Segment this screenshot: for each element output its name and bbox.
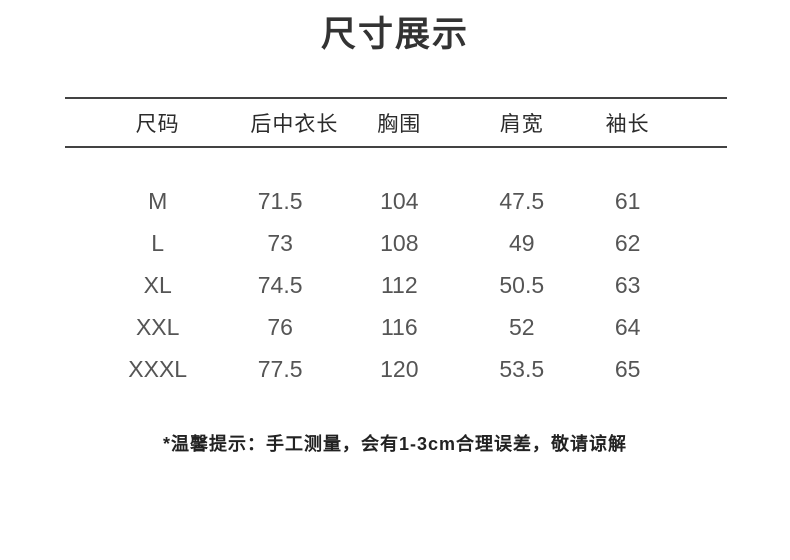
page-title: 尺寸展示 <box>320 15 469 54</box>
value-cell: 62 <box>614 230 641 256</box>
header-cell-chest: 胸围 <box>377 112 422 136</box>
value-cell: 53.5 <box>499 356 545 382</box>
value-cell: 108 <box>380 230 419 256</box>
measurement-note: *温馨提示：手工测量，会有1-3cm合理误差，敬请谅解 <box>162 434 628 454</box>
value-cell: 50.5 <box>499 272 545 298</box>
header-cell-size: 尺码 <box>135 112 180 136</box>
size-cell: M <box>148 188 168 214</box>
value-cell: 71.5 <box>257 188 303 214</box>
table-header-row: 尺码 后中衣长 胸围 肩宽 袖长 <box>65 97 727 148</box>
size-chart-panel: 尺寸展示 尺码 后中衣长 胸围 肩宽 袖长 M 71.5 104 47.5 61… <box>0 14 790 560</box>
value-cell: 76 <box>267 314 293 340</box>
value-cell: 47.5 <box>499 188 545 214</box>
header-cell-shoulder-width: 肩宽 <box>499 112 544 136</box>
value-cell: 49 <box>508 230 535 256</box>
size-cell: XXL <box>135 314 180 340</box>
value-cell: 74.5 <box>257 272 303 298</box>
table-row-xxl: XXL 76 116 52 64 <box>65 306 727 348</box>
size-cell: XL <box>143 272 172 298</box>
table-row-m: M 71.5 104 47.5 61 <box>65 180 727 222</box>
size-table: 尺码 后中衣长 胸围 肩宽 袖长 M 71.5 104 47.5 61 L 73… <box>65 97 727 390</box>
header-cell-back-length: 后中衣长 <box>250 112 339 136</box>
header-cell-sleeve-length: 袖长 <box>605 112 650 136</box>
value-cell: 63 <box>614 272 641 298</box>
table-row-xxxl: XXXL 77.5 120 53.5 65 <box>65 348 727 390</box>
size-cell: XXXL <box>128 356 188 382</box>
value-cell: 104 <box>380 188 419 214</box>
size-cell: L <box>151 230 165 256</box>
value-cell: 120 <box>380 356 419 382</box>
value-cell: 77.5 <box>257 356 303 382</box>
value-cell: 73 <box>267 230 293 256</box>
value-cell: 112 <box>380 272 418 298</box>
value-cell: 61 <box>614 188 641 214</box>
value-cell: 64 <box>614 314 641 340</box>
value-cell: 116 <box>380 314 418 340</box>
value-cell: 52 <box>508 314 535 340</box>
table-row-xl: XL 74.5 112 50.5 63 <box>65 264 727 306</box>
value-cell: 65 <box>614 356 641 382</box>
table-body: M 71.5 104 47.5 61 L 73 108 49 62 XL 74.… <box>65 148 727 390</box>
table-row-l: L 73 108 49 62 <box>65 222 727 264</box>
